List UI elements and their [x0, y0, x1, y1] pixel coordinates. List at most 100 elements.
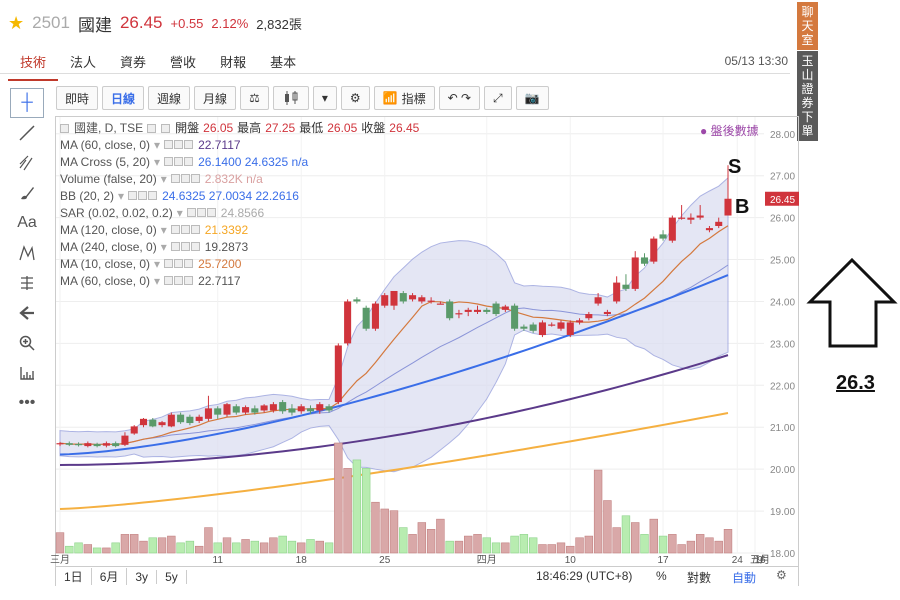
range-3y[interactable]: 3y: [127, 569, 158, 584]
candle: [548, 324, 556, 326]
fullscreen-icon[interactable]: ⤢: [484, 86, 512, 110]
chevron-down-icon[interactable]: ▾: [176, 206, 183, 220]
chevron-down-icon[interactable]: ▾: [160, 172, 167, 186]
indicator-controls[interactable]: [170, 222, 201, 239]
indicator-controls[interactable]: [164, 256, 194, 273]
eye-icon[interactable]: [147, 124, 157, 133]
indicators-button[interactable]: 📶 指標: [373, 86, 435, 110]
candle: [520, 326, 528, 329]
legend-title-row: 國建, D, TSE 開盤 26.05 最高 27.25 最低 26.05 收盤…: [60, 120, 419, 137]
indicator-controls[interactable]: [164, 273, 194, 290]
settings-gear-icon[interactable]: ⚙: [340, 86, 370, 110]
brush-icon[interactable]: [10, 178, 44, 208]
interval-intraday-button[interactable]: 即時: [56, 86, 99, 110]
auto-scale-toggle[interactable]: 自動: [732, 571, 757, 585]
indicator-controls[interactable]: [164, 154, 194, 171]
volume-bar: [139, 540, 148, 554]
indicator-controls[interactable]: [170, 171, 201, 188]
measure-icon[interactable]: [10, 268, 44, 298]
quote-header: ★ 2501 國建 26.45 +0.55 2.12% 2,832張: [8, 10, 302, 36]
indicator-controls[interactable]: [164, 137, 194, 154]
range-6m[interactable]: 6月: [92, 568, 128, 585]
x-tick-label: 18: [296, 555, 308, 566]
volume-bar: [677, 544, 686, 554]
chevron-down-icon[interactable]: ▾: [154, 155, 161, 169]
chevron-down-icon[interactable]: ▾: [160, 240, 167, 254]
x-tick-label: 五月: [750, 554, 770, 566]
candle-type-icon[interactable]: [272, 86, 309, 110]
settings-icon[interactable]: [161, 124, 171, 133]
candle: [75, 444, 83, 446]
chat-room-button[interactable]: 聊天室: [797, 2, 818, 50]
candle: [436, 303, 444, 305]
range-1d[interactable]: 1日: [56, 568, 92, 585]
broker-order-button[interactable]: 玉山證券下單: [797, 51, 818, 141]
interval-daily-button[interactable]: 日線: [102, 86, 145, 110]
after-market-link[interactable]: ● 盤後數據: [700, 124, 759, 138]
interval-monthly-button[interactable]: 月線: [194, 86, 237, 110]
chevron-down-icon[interactable]: ▾: [154, 138, 161, 152]
favorite-star-icon[interactable]: ★: [8, 12, 25, 33]
ma120-line: [59, 411, 729, 510]
legend-row: MA (120, close, 0) ▾ 21.3392: [60, 222, 419, 239]
indicator-controls[interactable]: [128, 188, 158, 205]
tab-margin[interactable]: 資券: [120, 55, 147, 70]
tab-financials[interactable]: 財報: [220, 55, 247, 70]
volume-bar: [519, 534, 529, 554]
stock-price: 26.45: [119, 13, 163, 32]
zoom-icon[interactable]: [10, 328, 44, 358]
candle: [316, 404, 324, 411]
undo-redo-icon[interactable]: ↶ ↷: [438, 86, 481, 110]
interval-weekly-button[interactable]: 週線: [148, 86, 191, 110]
chevron-down-icon[interactable]: ▾: [154, 274, 161, 288]
y-tick-label: 21.00: [770, 423, 795, 434]
tab-revenue[interactable]: 營收: [170, 55, 197, 70]
back-arrow-icon[interactable]: [10, 298, 44, 328]
tab-institutional[interactable]: 法人: [70, 55, 97, 70]
compare-scale-icon[interactable]: ⚖: [240, 86, 269, 110]
candle: [409, 295, 417, 300]
volume-bar: [482, 537, 491, 554]
crosshair-icon[interactable]: ┼: [10, 88, 44, 118]
candle: [371, 303, 379, 329]
chart-settings-icon[interactable]: ⚙: [776, 568, 787, 582]
range-5y[interactable]: 5y: [157, 569, 187, 584]
volume-bar: [584, 535, 594, 554]
candle: [678, 217, 686, 219]
text-tool-icon[interactable]: Aa: [17, 214, 37, 231]
volume-bar: [343, 468, 352, 554]
x-tick-label: 10: [565, 555, 577, 566]
volume-bar: [315, 540, 324, 554]
candle: [214, 408, 222, 415]
legend-title: 國建, D, TSE: [74, 121, 144, 135]
indicator-controls[interactable]: [170, 239, 201, 256]
volume-bar: [714, 540, 723, 554]
indicator-controls[interactable]: [186, 205, 217, 222]
camera-icon[interactable]: 📷: [515, 86, 549, 110]
chevron-down-icon[interactable]: ▾: [118, 189, 125, 203]
indicator-value: 2.832K n/a: [204, 172, 263, 186]
ruler-icon[interactable]: [10, 358, 44, 388]
ma60-line: [59, 354, 729, 466]
volume-bar: [232, 542, 241, 554]
percent-toggle[interactable]: %: [656, 569, 667, 583]
log-toggle[interactable]: 對數: [687, 571, 712, 585]
fib-icon[interactable]: [10, 148, 44, 178]
collapse-icon[interactable]: [60, 124, 69, 133]
trendline-icon[interactable]: [10, 118, 44, 148]
tab-technical[interactable]: 技術: [8, 50, 59, 81]
volume-bar: [259, 542, 269, 554]
chevron-down-icon[interactable]: ▾: [160, 223, 167, 237]
more-icon[interactable]: •••: [18, 394, 36, 411]
volume-bar: [83, 544, 93, 554]
chevron-down-icon[interactable]: ▾: [154, 257, 161, 271]
indicator-value: 24.6325 27.0034 22.2616: [162, 189, 299, 203]
pattern-icon[interactable]: [10, 238, 44, 268]
chevron-down-icon[interactable]: ▾: [312, 86, 337, 110]
candle: [529, 324, 537, 331]
volume-bar: [324, 542, 334, 554]
y-tick-label: 27.00: [770, 172, 795, 183]
drawing-toolbar: ┼ Aa •••: [10, 88, 46, 418]
tab-basic[interactable]: 基本: [270, 55, 297, 70]
